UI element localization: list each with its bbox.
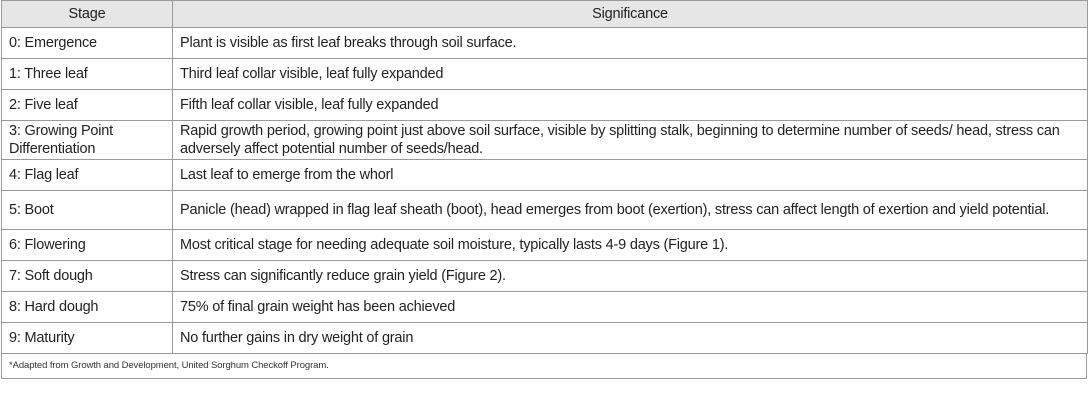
header-stage: Stage xyxy=(1,0,173,28)
stage-cell: 0: Emergence xyxy=(1,27,173,59)
table-row: 0: Emergence Plant is visible as first l… xyxy=(1,27,1088,59)
growth-stages-table: Stage Significance 0: Emergence Plant is… xyxy=(1,0,1088,354)
table-row: 4: Flag leaf Last leaf to emerge from th… xyxy=(1,159,1088,191)
stage-cell: 7: Soft dough xyxy=(1,260,173,292)
significance-cell: Third leaf collar visible, leaf fully ex… xyxy=(172,58,1088,90)
significance-cell: Stress can significantly reduce grain yi… xyxy=(172,260,1088,292)
table-row: 7: Soft dough Stress can significantly r… xyxy=(1,260,1088,292)
header-significance: Significance xyxy=(172,0,1088,28)
significance-cell: Rapid growth period, growing point just … xyxy=(172,120,1088,160)
stage-cell: 6: Flowering xyxy=(1,229,173,261)
table-row: 2: Five leaf Fifth leaf collar visible, … xyxy=(1,89,1088,121)
table-row: 3: Growing Point Differentiation Rapid g… xyxy=(1,120,1088,160)
significance-cell: Fifth leaf collar visible, leaf fully ex… xyxy=(172,89,1088,121)
table-row: 6: Flowering Most critical stage for nee… xyxy=(1,229,1088,261)
significance-cell: Most critical stage for needing adequate… xyxy=(172,229,1088,261)
table-row: 9: Maturity No further gains in dry weig… xyxy=(1,322,1088,354)
table-row: 5: Boot Panicle (head) wrapped in flag l… xyxy=(1,190,1088,230)
table-row: 1: Three leaf Third leaf collar visible,… xyxy=(1,58,1088,90)
stage-cell: 1: Three leaf xyxy=(1,58,173,90)
significance-cell: Plant is visible as first leaf breaks th… xyxy=(172,27,1088,59)
stage-cell: 3: Growing Point Differentiation xyxy=(1,120,173,160)
stage-cell: 8: Hard dough xyxy=(1,291,173,323)
significance-cell: Last leaf to emerge from the whorl xyxy=(172,159,1088,191)
stage-cell: 2: Five leaf xyxy=(1,89,173,121)
stage-cell: 5: Boot xyxy=(1,190,173,230)
significance-cell: Panicle (head) wrapped in flag leaf shea… xyxy=(172,190,1088,230)
table-header-row: Stage Significance xyxy=(1,0,1088,28)
significance-cell: 75% of final grain weight has been achie… xyxy=(172,291,1088,323)
significance-cell: No further gains in dry weight of grain xyxy=(172,322,1088,354)
stage-cell: 9: Maturity xyxy=(1,322,173,354)
table-footnote: *Adapted from Growth and Development, Un… xyxy=(1,354,1087,379)
stage-cell: 4: Flag leaf xyxy=(1,159,173,191)
table-row: 8: Hard dough 75% of final grain weight … xyxy=(1,291,1088,323)
